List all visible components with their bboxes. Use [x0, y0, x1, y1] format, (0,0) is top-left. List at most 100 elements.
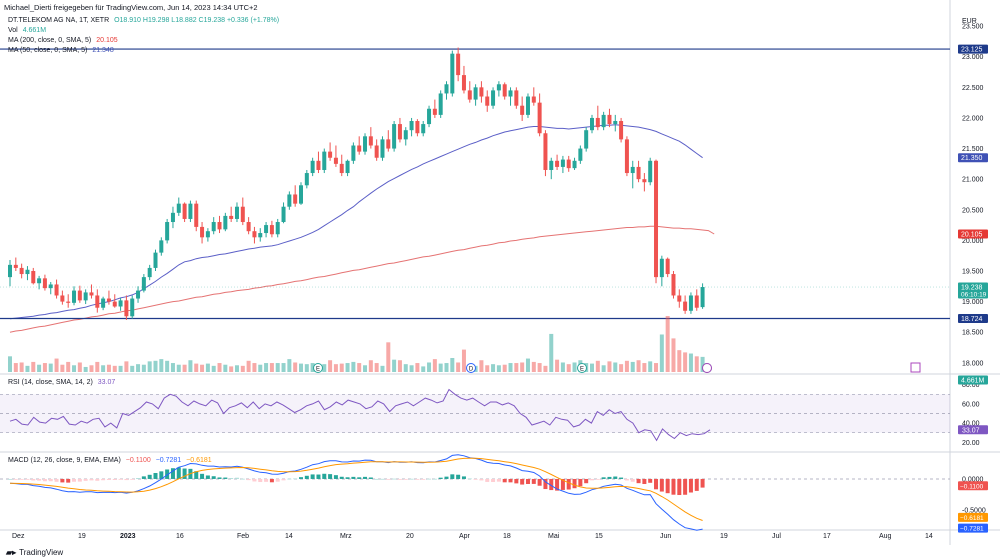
candle-body: [397, 124, 402, 140]
macd-histogram-bar: [252, 478, 257, 482]
macd-histogram-bar: [427, 478, 432, 480]
candle-body: [89, 292, 94, 296]
macd-histogram-bar: [299, 477, 303, 479]
volume-bar: [694, 356, 699, 372]
time-tick: Apr: [459, 533, 471, 540]
macd-histogram-bar: [578, 478, 583, 487]
candle-body: [106, 298, 111, 302]
macd-histogram-bar: [700, 478, 705, 488]
volume-bar: [502, 364, 507, 372]
macd-histogram-bar: [380, 478, 385, 480]
price-badge-label: 4.661M: [961, 377, 985, 384]
volume-legend[interactable]: Vol 4.661M: [8, 27, 46, 34]
time-tick: 14: [285, 533, 293, 540]
candle-body: [130, 298, 135, 317]
macd-histogram-bar: [141, 476, 146, 479]
candle-body: [619, 121, 624, 140]
event-markers[interactable]: EDEE: [313, 362, 921, 373]
ma50-legend[interactable]: MA (50, close, 0, SMA, 5) 21.348: [8, 47, 114, 54]
price-badge: [958, 44, 988, 54]
candle-body: [432, 108, 437, 115]
macd-histogram-bar: [118, 478, 123, 480]
macd-histogram-bar: [496, 478, 501, 482]
volume-bar: [566, 364, 571, 372]
macd-histogram-bar: [287, 478, 292, 480]
event-circle[interactable]: [313, 363, 323, 373]
currency-label: EUR: [962, 18, 977, 25]
event-circle[interactable]: [577, 363, 587, 373]
horizontal-lines[interactable]: [0, 48, 950, 320]
symbol-legend[interactable]: DT.TELEKOM AG NA, 1T, XETR O18.910 H19.2…: [8, 17, 279, 24]
candle-body: [223, 215, 228, 230]
event-circle[interactable]: [466, 363, 476, 373]
time-tick: Mai: [548, 533, 560, 540]
macd-histogram-bar: [613, 476, 618, 479]
candle-body: [31, 270, 36, 284]
macd-histogram-bar: [683, 478, 688, 495]
macd-legend[interactable]: MACD (12, 26, close, 9, EMA, EMA) −0.110…: [8, 457, 212, 464]
candle-body: [665, 258, 670, 275]
candle-body: [72, 290, 77, 303]
candle-body: [467, 90, 472, 100]
macd-histogram-bar: [502, 478, 507, 483]
rsi-pane: 80.00 60.00 40.00 20.00 33.07: [0, 382, 988, 447]
candle-body: [386, 139, 391, 149]
volume-bar: [252, 363, 257, 372]
macd-pane: 0.0000 -0.5000 −0.1100 −0.6181 −0.7281: [0, 454, 988, 533]
macd-histogram-bar: [421, 478, 426, 480]
macd-histogram-bar: [590, 478, 594, 481]
candle-body: [153, 252, 158, 268]
macd-hist-value: −0.1100: [125, 457, 151, 464]
candle-body: [502, 84, 507, 97]
macd-histogram-bar: [555, 478, 560, 491]
ma200-label: MA (200, close, 0, SMA, 5): [8, 37, 92, 44]
macd-histogram-bar: [8, 478, 12, 480]
macd-histogram-bar: [60, 478, 65, 483]
macd-histogram-bar: [491, 478, 496, 482]
price-badge: [958, 153, 988, 163]
volume-bar: [525, 358, 530, 372]
macd-histogram-bar: [339, 476, 344, 479]
macd-histogram-bar: [106, 478, 111, 480]
volume-bar: [124, 361, 129, 372]
rsi-legend[interactable]: RSI (14, close, SMA, 14, 2) 33.07: [8, 379, 115, 386]
macd-histogram-bar: [229, 478, 234, 479]
macd-histogram-bar: [694, 478, 699, 491]
ma50-layer: [9, 124, 703, 320]
volume-bar: [159, 359, 164, 372]
macd-signal-value: −0.6181: [186, 457, 212, 464]
macd-histogram-bar: [351, 476, 356, 479]
volume-bar: [613, 362, 618, 372]
candle-body: [357, 145, 362, 152]
candle-body: [380, 139, 385, 158]
volume-bar: [60, 364, 65, 372]
ma200-layer: [9, 225, 715, 333]
candle-body: [514, 90, 519, 106]
volume-bar: [397, 360, 402, 372]
price-badge-label: 18.724: [961, 316, 983, 323]
macd-histogram-bar: [677, 478, 682, 496]
candle-body: [403, 130, 408, 140]
volume-bar: [363, 365, 368, 372]
macd-histogram-bar: [194, 471, 199, 479]
ma200-line: [9, 225, 715, 333]
macd-histogram-bar: [316, 474, 321, 479]
ma200-legend[interactable]: MA (200, close, 0, SMA, 5) 20.105: [8, 37, 118, 44]
candle-body: [217, 222, 222, 230]
price-badge: [958, 229, 988, 239]
volume-bar: [485, 365, 490, 372]
tradingview-brand[interactable]: ▰▸ TradingView: [6, 548, 64, 557]
macd-histogram-bar: [456, 474, 461, 479]
macd-histogram-bar: [223, 477, 228, 479]
time-tick: 19: [720, 533, 728, 540]
time-tick: Feb: [237, 533, 249, 540]
candle-body: [636, 166, 641, 180]
macd-histogram-bar: [170, 468, 175, 479]
volume-bar: [496, 365, 501, 372]
price-tick: 20.500: [962, 207, 984, 214]
macd-histogram-bar: [357, 477, 362, 479]
rsi-value: 33.07: [97, 379, 116, 386]
candle-body: [124, 300, 129, 317]
volume-bar: [572, 362, 577, 372]
